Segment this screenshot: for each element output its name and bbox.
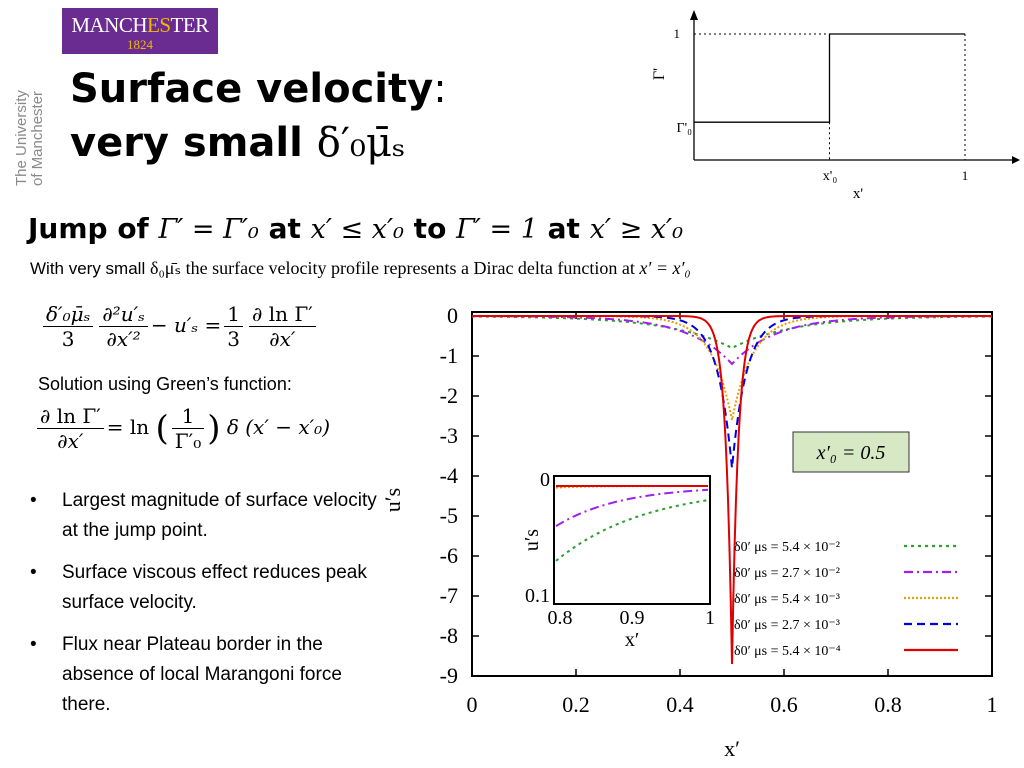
legend: δ0′ μs = 5.4 × 10⁻² δ0′ μs = 2.7 × 10⁻² δ0… <box>734 540 958 659</box>
step-dotted-guides <box>694 33 966 160</box>
university-logo: MANCHESTER 1824 <box>62 8 218 54</box>
legend-label: δ0′ μs = 5.4 × 10⁻⁴ <box>734 644 841 659</box>
step-ylabel: Γ' <box>651 68 668 80</box>
inset-curves <box>555 485 709 562</box>
logo-wordmark: MANCHESTER <box>71 13 209 37</box>
x-axis-label: x′ <box>724 736 740 761</box>
x-tick-label: 0.6 <box>770 692 798 717</box>
y-tick-label: -9 <box>440 663 458 688</box>
plot-frame <box>471 311 993 677</box>
inset-xlabel: x′ <box>625 629 639 651</box>
series-line <box>471 315 993 366</box>
y-tick-label: -6 <box>440 543 458 568</box>
y-tick-label: -7 <box>440 583 458 608</box>
series-line <box>471 315 993 350</box>
governing-equation: δ′₀μ̄ₛ 3 ∂²u′ₛ ∂x′² − u′ₛ = 1 3 ∂ ln Γ′ ∂x′ <box>40 302 319 351</box>
inset-series-line <box>555 488 709 527</box>
inset-ytick-0: 0 <box>540 469 550 491</box>
series-line <box>472 315 992 469</box>
x-ticks: 0 0.2 0.4 0.6 0.8 1 <box>467 312 998 717</box>
bullet-item: • Largest magnitude of surface velocity a… <box>30 490 377 541</box>
step-line <box>694 33 965 123</box>
inset-ytick-0-1: 0.1 <box>525 585 550 607</box>
step-xtick-x0: x'₀ <box>823 169 838 184</box>
annotation-box <box>792 431 910 473</box>
annotation-text: x′₀ = 0.5 <box>816 442 886 464</box>
y-tick-label: -5 <box>440 503 458 528</box>
y-tick-label: -8 <box>440 623 458 648</box>
inset-xtick-1: 1 <box>705 607 715 629</box>
legend-label: δ0′ μs = 5.4 × 10⁻³ <box>734 592 840 607</box>
bullet-item: • Surface viscous effect reduces peak sur… <box>30 562 367 613</box>
inset-xtick-0-8: 0.8 <box>548 607 573 629</box>
step-y-arrow <box>690 10 698 20</box>
series-line <box>472 315 992 665</box>
page-title: Surface velocity: very small δ′₀μ̄ₛ <box>70 66 447 166</box>
y-axis-label: u′s <box>380 488 405 512</box>
jump-subheading: Jump of Γ′ = Γ′₀ at x′ ≤ x′₀ to Γ′ = 1 a… <box>28 212 684 245</box>
y-tick-label: 0 <box>447 303 458 328</box>
y-tick-label: -4 <box>440 463 458 488</box>
step-ytick-gamma0: Γ'₀ <box>677 121 693 136</box>
y-tick-label: -2 <box>440 383 458 408</box>
inset-series-line <box>555 499 709 562</box>
legend-label: δ0′ μs = 2.7 × 10⁻³ <box>734 618 840 633</box>
solution-label: Solution using Green’s function: <box>38 374 292 394</box>
curves <box>471 315 993 665</box>
step-xlabel: x' <box>853 186 864 202</box>
y-ticks: 0 -1 -2 -3 -4 -5 -6 -7 -8 -9 <box>440 303 992 688</box>
logo-year: 1824 <box>127 37 153 52</box>
x-tick-label: 0 <box>467 692 478 717</box>
step-x-arrow <box>1012 156 1020 164</box>
inset-ylabel: u′s <box>521 529 543 551</box>
y-tick-label: -3 <box>440 423 458 448</box>
surface-velocity-chart: 0 -1 -2 -3 -4 -5 -6 -7 -8 -9 0 0.2 0.4 0.6 0.8 1 x′ u′… <box>380 303 998 761</box>
inset-xtick-0-9: 0.9 <box>620 607 645 629</box>
greens-solution-equation: ∂ ln Γ′ ∂x′ = ln (1 Γ′₀) δ (x′ − x′₀) <box>34 404 330 453</box>
university-side-text: The University of Manchester <box>13 90 46 186</box>
x-tick-label: 0.8 <box>874 692 902 717</box>
description-line: With very small δ₀μ̄ₛ the surface veloci… <box>30 258 691 278</box>
legend-label: δ0′ μs = 2.7 × 10⁻² <box>734 566 840 581</box>
legend-label: δ0′ μs = 5.4 × 10⁻² <box>734 540 840 555</box>
bullet-item: • Flux near Plateau border in the absence… <box>30 634 342 715</box>
x-tick-label: 0.4 <box>666 692 694 717</box>
gamma-step-chart: 1 Γ'₀ x'₀ 1 x' Γ' <box>651 10 1020 202</box>
x-tick-label: 0.2 <box>562 692 590 717</box>
step-xtick-1: 1 <box>962 168 969 183</box>
y-tick-label: -1 <box>440 343 458 368</box>
bullet-list: • Largest magnitude of surface velocity a… <box>28 486 388 732</box>
series-line <box>472 315 992 421</box>
x-tick-label: 1 <box>987 692 998 717</box>
inset-frame <box>553 475 711 605</box>
step-ytick-1: 1 <box>674 26 681 41</box>
